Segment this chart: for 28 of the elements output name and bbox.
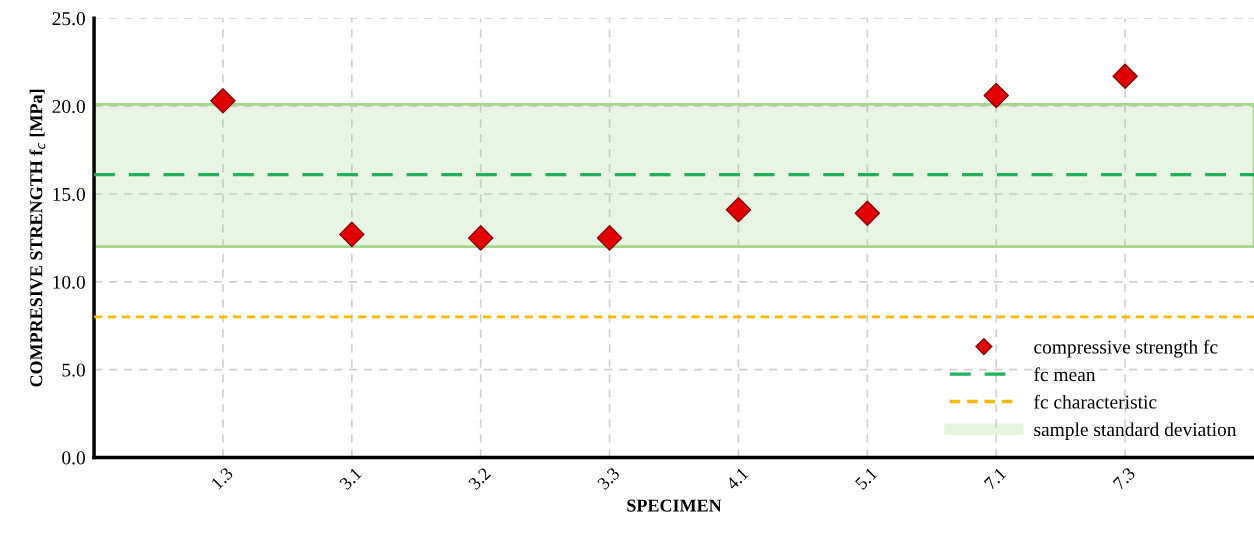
point [854, 200, 881, 227]
point [1112, 63, 1138, 89]
point [339, 221, 365, 248]
y-tick-label: 10.0 [53, 275, 85, 289]
y-tick-label: 20.0 [52, 99, 85, 114]
point [467, 225, 494, 251]
legend-label: fc characteristic [1034, 394, 1157, 409]
legend-label: sample standard deviation [1034, 422, 1237, 441]
x-tick-label: 3.2 [467, 466, 492, 491]
y-axis-title: COMPRESIVE STRENGTH f$_{c}$ [MPa] [29, 89, 46, 387]
y-tick-label: 15.0 [53, 187, 85, 201]
x-tick-label: 7.1 [983, 467, 1007, 491]
y-tick-label: 0.0 [62, 451, 85, 465]
x-tick-label: 3.1 [339, 467, 363, 491]
point [983, 82, 1009, 109]
point [210, 88, 236, 114]
y-tick-label: 5.0 [62, 363, 85, 377]
point [596, 225, 623, 251]
point [725, 197, 752, 223]
legend-label: compressive strength fc [1034, 339, 1218, 358]
x-tick-label: 4.1 [725, 467, 749, 491]
legend-label: fc mean [1034, 367, 1096, 382]
y-tick-label: 25.0 [52, 12, 85, 26]
x-tick-label: 7.3 [1112, 466, 1136, 491]
x-tick-label: 3.3 [596, 466, 621, 491]
x-axis-title: SPECIMEN [627, 499, 722, 512]
x-tick-label: 1.3 [210, 466, 234, 490]
x-tick-label: 5.1 [854, 467, 878, 491]
